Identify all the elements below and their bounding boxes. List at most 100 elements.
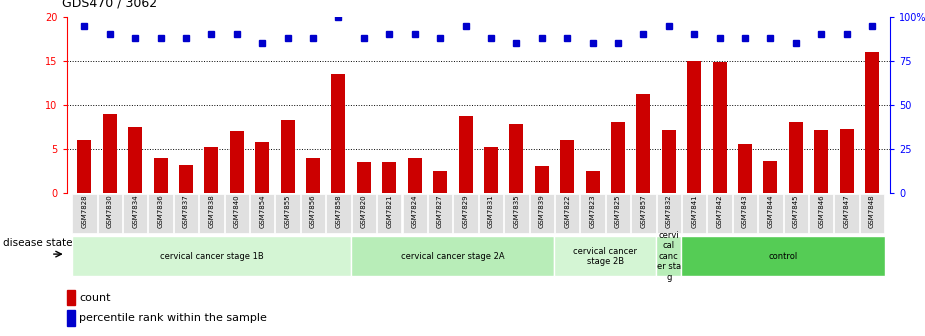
Bar (763, 162, 777, 193)
Bar (331, 74, 345, 193)
Text: disease state: disease state (3, 238, 72, 248)
Text: GSM7820: GSM7820 (361, 195, 367, 228)
FancyBboxPatch shape (708, 194, 732, 233)
Text: percentile rank within the sample: percentile rank within the sample (80, 313, 267, 323)
FancyBboxPatch shape (555, 194, 579, 233)
Text: cervical cancer
stage 2B: cervical cancer stage 2B (574, 247, 637, 266)
FancyBboxPatch shape (72, 194, 96, 233)
FancyBboxPatch shape (656, 236, 682, 276)
Bar (510, 124, 524, 193)
Bar (586, 171, 599, 193)
FancyBboxPatch shape (504, 194, 528, 233)
FancyBboxPatch shape (276, 194, 300, 233)
Bar (561, 140, 574, 193)
FancyBboxPatch shape (199, 194, 224, 233)
Text: GSM7834: GSM7834 (132, 195, 138, 228)
Text: GSM7821: GSM7821 (387, 195, 392, 228)
Bar (865, 52, 879, 193)
Text: GSM7846: GSM7846 (819, 195, 824, 228)
Bar (67, 290, 76, 305)
Bar (229, 131, 244, 193)
Text: GSM7832: GSM7832 (666, 195, 672, 228)
Bar (357, 162, 371, 193)
Text: GDS470 / 3062: GDS470 / 3062 (63, 0, 157, 10)
FancyBboxPatch shape (352, 236, 554, 276)
FancyBboxPatch shape (834, 194, 858, 233)
Text: cervical cancer stage 1B: cervical cancer stage 1B (159, 252, 264, 261)
FancyBboxPatch shape (860, 194, 884, 233)
FancyBboxPatch shape (327, 194, 351, 233)
Bar (687, 61, 701, 193)
Text: control: control (769, 252, 797, 261)
Text: GSM7831: GSM7831 (487, 195, 494, 228)
Text: GSM7845: GSM7845 (793, 195, 799, 228)
FancyBboxPatch shape (453, 194, 477, 233)
FancyBboxPatch shape (580, 194, 605, 233)
Text: GSM7830: GSM7830 (106, 195, 113, 228)
Text: GSM7836: GSM7836 (157, 195, 164, 228)
FancyBboxPatch shape (71, 236, 352, 276)
Text: GSM7841: GSM7841 (691, 195, 697, 228)
Bar (129, 127, 142, 193)
Bar (179, 165, 193, 193)
Bar (789, 122, 803, 193)
Text: GSM7848: GSM7848 (870, 195, 875, 228)
Text: GSM7855: GSM7855 (285, 195, 290, 228)
FancyBboxPatch shape (352, 194, 376, 233)
FancyBboxPatch shape (783, 194, 808, 233)
Text: GSM7828: GSM7828 (81, 195, 87, 228)
FancyBboxPatch shape (377, 194, 401, 233)
Text: cervical cancer stage 2A: cervical cancer stage 2A (401, 252, 505, 261)
Bar (382, 162, 396, 193)
Bar (280, 120, 295, 193)
FancyBboxPatch shape (809, 194, 833, 233)
Text: GSM7825: GSM7825 (615, 195, 621, 228)
Bar (154, 158, 167, 193)
FancyBboxPatch shape (682, 236, 885, 276)
FancyBboxPatch shape (554, 236, 656, 276)
Bar (103, 114, 117, 193)
FancyBboxPatch shape (250, 194, 275, 233)
Bar (433, 171, 447, 193)
Bar (459, 117, 473, 193)
Text: count: count (80, 293, 111, 303)
FancyBboxPatch shape (631, 194, 656, 233)
Text: GSM7847: GSM7847 (844, 195, 850, 228)
Text: GSM7858: GSM7858 (336, 195, 341, 228)
Bar (408, 158, 422, 193)
FancyBboxPatch shape (174, 194, 198, 233)
Text: GSM7822: GSM7822 (564, 195, 570, 228)
Bar (712, 62, 727, 193)
FancyBboxPatch shape (123, 194, 147, 233)
Bar (535, 166, 549, 193)
Bar (738, 144, 752, 193)
Text: cervi
cal
canc
er sta
g: cervi cal canc er sta g (657, 231, 681, 282)
Text: GSM7829: GSM7829 (462, 195, 469, 228)
Bar (484, 148, 498, 193)
FancyBboxPatch shape (657, 194, 681, 233)
FancyBboxPatch shape (428, 194, 452, 233)
FancyBboxPatch shape (758, 194, 783, 233)
FancyBboxPatch shape (479, 194, 503, 233)
FancyBboxPatch shape (529, 194, 554, 233)
Bar (67, 310, 76, 326)
Text: GSM7838: GSM7838 (208, 195, 215, 228)
Text: GSM7837: GSM7837 (183, 195, 189, 228)
Text: GSM7840: GSM7840 (234, 195, 240, 228)
Text: GSM7854: GSM7854 (259, 195, 265, 228)
Bar (306, 158, 320, 193)
FancyBboxPatch shape (225, 194, 249, 233)
Bar (611, 122, 625, 193)
Text: GSM7839: GSM7839 (538, 195, 545, 228)
Text: GSM7843: GSM7843 (742, 195, 748, 228)
Text: GSM7835: GSM7835 (513, 195, 519, 228)
Bar (814, 130, 828, 193)
Bar (204, 148, 218, 193)
FancyBboxPatch shape (606, 194, 630, 233)
FancyBboxPatch shape (98, 194, 122, 233)
FancyBboxPatch shape (301, 194, 326, 233)
Text: GSM7857: GSM7857 (640, 195, 647, 228)
Text: GSM7844: GSM7844 (768, 195, 773, 228)
Bar (78, 140, 92, 193)
FancyBboxPatch shape (682, 194, 707, 233)
